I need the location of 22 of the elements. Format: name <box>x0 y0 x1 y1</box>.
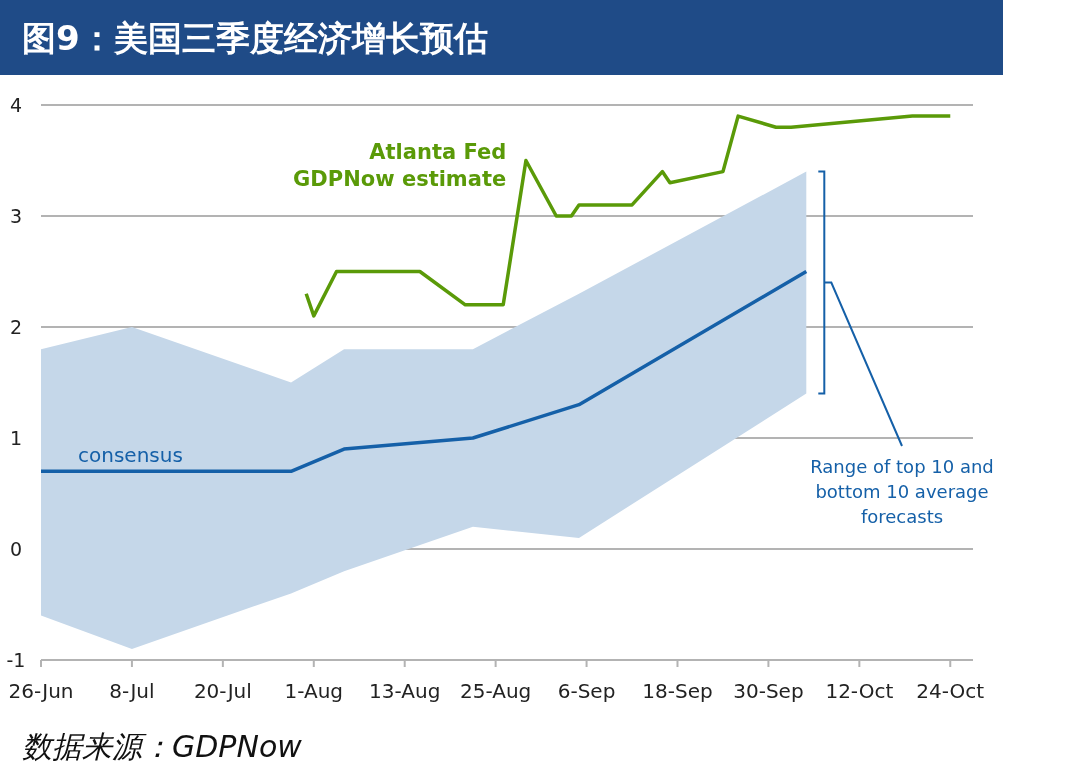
x-tick-label: 30-Sep <box>733 679 804 703</box>
y-tick-label: 4 <box>9 94 23 116</box>
series-label: consensus <box>78 443 183 468</box>
source-note: 数据来源：GDPNow <box>22 729 303 764</box>
y-tick-label: 0 <box>9 538 23 560</box>
series-label: Atlanta Fed GDPNow estimate <box>293 139 507 191</box>
annotation: Range of top 10 and bottom 10 average forecasts <box>810 456 994 527</box>
x-tick-label: 8-Jul <box>109 679 155 703</box>
x-tick-label: 25-Aug <box>459 679 532 703</box>
y-tick-label: 1 <box>9 427 23 449</box>
x-tick-label: 1-Aug <box>284 679 344 703</box>
y-tick-label: 3 <box>9 205 23 227</box>
x-tick-label: 12-Oct <box>825 679 894 703</box>
x-tick-label: 6-Sep <box>557 679 616 703</box>
x-tick-label: 18-Sep <box>642 679 713 703</box>
x-tick-label: 13-Aug <box>369 679 441 703</box>
x-tick-label: 20-Jul <box>193 679 252 703</box>
x-tick-label: 26-Jun <box>8 679 74 703</box>
x-tick-label: 24-Oct <box>916 679 985 703</box>
y-tick-label: 2 <box>9 316 23 338</box>
y-tick-label: -1 <box>6 649 26 671</box>
chart-title: 图9：美国三季度经济增长预估 <box>22 18 488 58</box>
